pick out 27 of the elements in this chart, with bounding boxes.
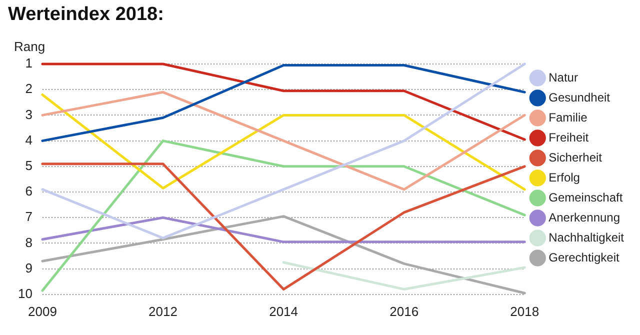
x-tick-label: 2018: [510, 304, 540, 319]
legend-label: Familie: [548, 110, 588, 124]
legend-label: Anerkennung: [548, 210, 620, 224]
legend-label: Gesundheit: [548, 90, 611, 104]
x-tick-label: 2009: [28, 304, 57, 319]
legend-label: Freiheit: [548, 130, 590, 144]
y-tick-label: 7: [25, 209, 32, 224]
y-tick-label: 8: [25, 234, 32, 250]
x-tick-label: 2014: [269, 304, 298, 319]
legend-label: Erfolg: [548, 170, 580, 184]
y-tick-label: 5: [25, 158, 32, 173]
y-tick-label: 6: [25, 184, 32, 199]
legend-label: Natur: [548, 70, 578, 84]
y-tick-label: 4: [25, 132, 32, 148]
y-tick-label: 3: [25, 106, 32, 122]
y-tick-label: 1: [25, 56, 32, 71]
y-axis-title: Rang: [14, 39, 46, 54]
x-tick-label: 2016: [390, 304, 419, 319]
y-tick-label: 9: [25, 260, 32, 276]
chart-title: Werteindex 2018:: [8, 4, 164, 26]
legend-label: Sicherheit: [548, 150, 603, 164]
legend-label: Nachhaltigkeit: [548, 230, 625, 244]
legend-label: Gerechtigkeit: [548, 250, 620, 264]
y-tick-label: 10: [18, 286, 32, 301]
y-tick-label: 2: [25, 81, 32, 96]
legend-label: Gemeinschaft: [548, 190, 624, 204]
x-tick-label: 2012: [148, 304, 178, 319]
